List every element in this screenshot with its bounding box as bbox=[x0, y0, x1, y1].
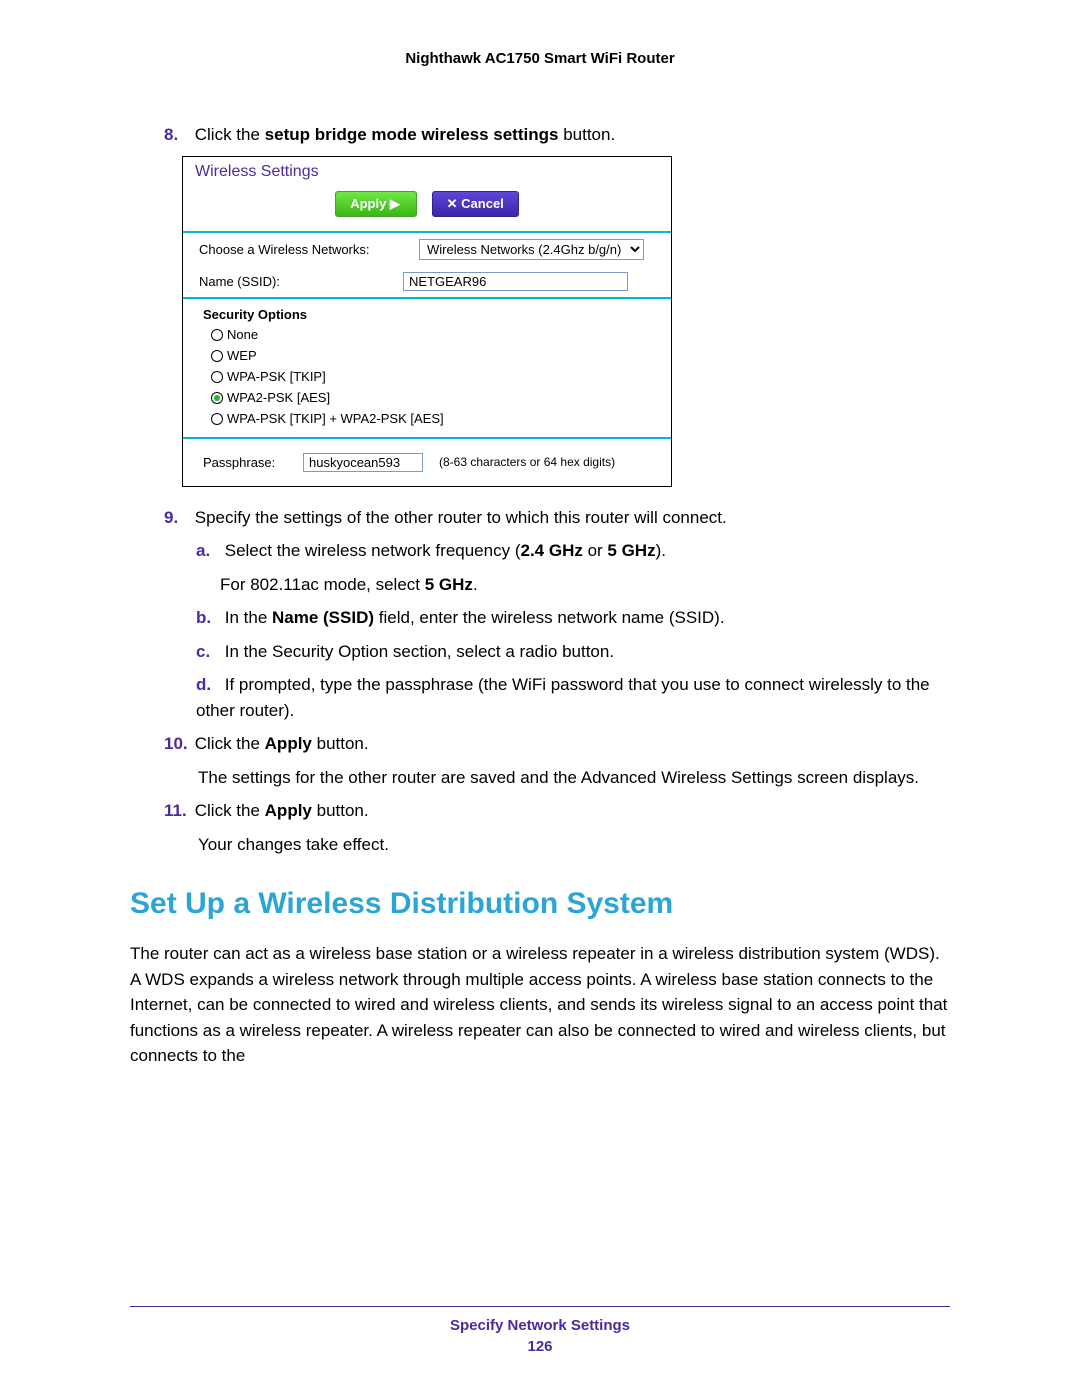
passphrase-row: Passphrase: (8-63 characters or 64 hex d… bbox=[183, 439, 671, 486]
choose-network-row: Choose a Wireless Networks: Wireless Net… bbox=[183, 233, 671, 266]
step-8-prefix: Click the bbox=[195, 125, 265, 144]
sub-letter: a. bbox=[196, 538, 220, 564]
passphrase-label: Passphrase: bbox=[203, 455, 303, 470]
step-8-bold: setup bridge mode wireless settings bbox=[265, 125, 559, 144]
radio-wep[interactable]: WEP bbox=[183, 345, 671, 366]
t: In the Security Option section, select a… bbox=[225, 642, 614, 661]
radio-icon bbox=[211, 329, 223, 341]
choose-network-select[interactable]: Wireless Networks (2.4Ghz b/g/n) bbox=[419, 239, 644, 260]
step-number: 8. bbox=[164, 122, 190, 148]
step-number: 9. bbox=[164, 505, 190, 531]
choose-network-label: Choose a Wireless Networks: bbox=[199, 242, 419, 257]
t: ). bbox=[656, 541, 666, 560]
footer-page: 126 bbox=[130, 1338, 950, 1355]
ssid-label: Name (SSID): bbox=[199, 274, 419, 289]
panel-title: Wireless Settings bbox=[183, 157, 671, 187]
step-9c: c. In the Security Option section, selec… bbox=[130, 639, 950, 665]
radio-wpa-mix[interactable]: WPA-PSK [TKIP] + WPA2-PSK [AES] bbox=[183, 408, 671, 429]
radio-icon bbox=[211, 413, 223, 425]
page-footer: Specify Network Settings 126 bbox=[130, 1306, 950, 1355]
step-11-line2: Your changes take effect. bbox=[130, 832, 950, 858]
step-9b: b. In the Name (SSID) field, enter the w… bbox=[130, 605, 950, 631]
t: In the bbox=[225, 608, 272, 627]
t: Select the wireless network frequency ( bbox=[225, 541, 521, 560]
t: field, enter the wireless network name (… bbox=[374, 608, 725, 627]
t: button. bbox=[312, 801, 369, 820]
step-11: 11. Click the Apply button. bbox=[130, 798, 950, 824]
step-8: 8. Click the setup bridge mode wireless … bbox=[130, 122, 950, 148]
radio-none[interactable]: None bbox=[183, 324, 671, 345]
t: Click the bbox=[195, 801, 265, 820]
t: 5 GHz bbox=[607, 541, 655, 560]
cancel-button[interactable]: ✕ Cancel bbox=[432, 191, 519, 217]
radio-label: WPA2-PSK [AES] bbox=[227, 390, 330, 405]
radio-label: WEP bbox=[227, 348, 257, 363]
t: or bbox=[583, 541, 608, 560]
document-header: Nighthawk AC1750 Smart WiFi Router bbox=[130, 50, 950, 67]
security-options-title: Security Options bbox=[183, 299, 671, 324]
step-9a: a. Select the wireless network frequency… bbox=[130, 538, 950, 564]
step-9a-line2: For 802.11ac mode, select 5 GHz. bbox=[130, 572, 950, 598]
radio-label: None bbox=[227, 327, 258, 342]
t: Click the bbox=[195, 734, 265, 753]
t: . bbox=[473, 575, 478, 594]
wireless-settings-panel: Wireless Settings Apply ▶ ✕ Cancel Choos… bbox=[182, 156, 672, 487]
t: Apply bbox=[265, 801, 312, 820]
button-row: Apply ▶ ✕ Cancel bbox=[183, 187, 671, 231]
sub-letter: d. bbox=[196, 672, 220, 698]
ssid-input[interactable] bbox=[403, 272, 628, 291]
passphrase-hint: (8-63 characters or 64 hex digits) bbox=[439, 455, 615, 469]
ssid-row: Name (SSID): bbox=[183, 266, 671, 297]
t: button. bbox=[312, 734, 369, 753]
radio-icon bbox=[211, 392, 223, 404]
apply-button[interactable]: Apply ▶ bbox=[335, 191, 417, 217]
t: 2.4 GHz bbox=[520, 541, 582, 560]
step-10-line2: The settings for the other router are sa… bbox=[130, 765, 950, 791]
sub-letter: c. bbox=[196, 639, 220, 665]
radio-icon bbox=[211, 371, 223, 383]
radio-label: WPA-PSK [TKIP] bbox=[227, 369, 326, 384]
step-number: 11. bbox=[164, 798, 190, 824]
sub-letter: b. bbox=[196, 605, 220, 631]
radio-wpa-tkip[interactable]: WPA-PSK [TKIP] bbox=[183, 366, 671, 387]
t: If prompted, type the passphrase (the Wi… bbox=[196, 675, 930, 720]
wds-body: The router can act as a wireless base st… bbox=[130, 941, 950, 1069]
step-9: 9. Specify the settings of the other rou… bbox=[130, 505, 950, 531]
passphrase-input[interactable] bbox=[303, 453, 423, 472]
t: Apply bbox=[265, 734, 312, 753]
footer-section: Specify Network Settings bbox=[130, 1317, 950, 1334]
radio-label: WPA-PSK [TKIP] + WPA2-PSK [AES] bbox=[227, 411, 444, 426]
radio-wpa2-aes[interactable]: WPA2-PSK [AES] bbox=[183, 387, 671, 408]
step-10: 10. Click the Apply button. bbox=[130, 731, 950, 757]
step-8-suffix: button. bbox=[558, 125, 615, 144]
step-9-text: Specify the settings of the other router… bbox=[195, 508, 727, 527]
t: 5 GHz bbox=[425, 575, 473, 594]
t: For 802.11ac mode, select bbox=[220, 575, 425, 594]
radio-icon bbox=[211, 350, 223, 362]
step-9d: d. If prompted, type the passphrase (the… bbox=[130, 672, 950, 723]
t: Name (SSID) bbox=[272, 608, 374, 627]
step-number: 10. bbox=[164, 731, 190, 757]
wds-heading: Set Up a Wireless Distribution System bbox=[130, 887, 950, 921]
